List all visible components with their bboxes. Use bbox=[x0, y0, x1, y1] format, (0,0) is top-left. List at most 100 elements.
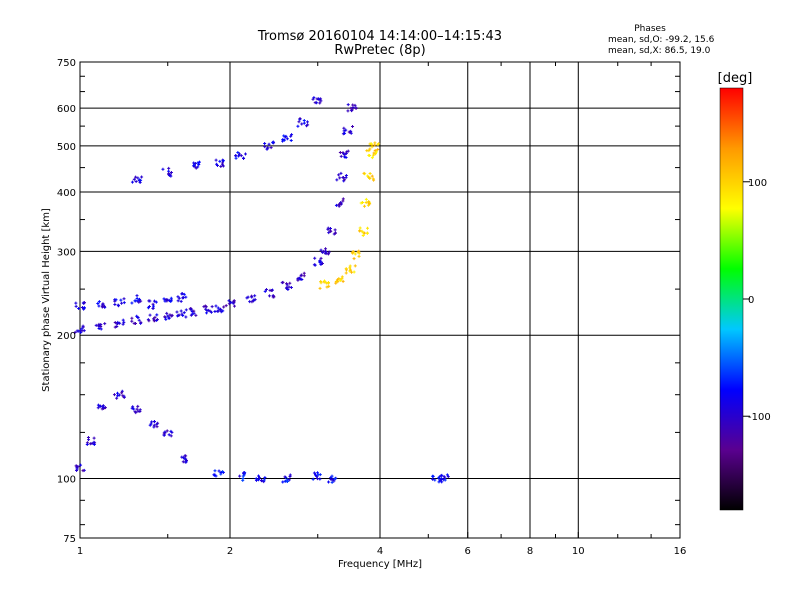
data-point bbox=[431, 477, 435, 481]
data-point bbox=[180, 292, 184, 296]
data-point bbox=[324, 247, 328, 251]
data-point bbox=[234, 154, 238, 158]
data-point bbox=[353, 264, 357, 268]
data-point bbox=[373, 149, 377, 153]
data-point bbox=[121, 322, 125, 326]
data-point bbox=[130, 316, 134, 320]
data-point bbox=[148, 313, 152, 317]
data-point bbox=[96, 406, 100, 410]
data-point bbox=[175, 314, 179, 318]
data-point bbox=[184, 457, 188, 461]
data-point bbox=[431, 474, 435, 478]
data-point bbox=[330, 474, 334, 478]
data-point bbox=[324, 250, 328, 254]
data-point bbox=[337, 173, 341, 177]
data-point bbox=[134, 411, 138, 415]
data-point bbox=[286, 288, 290, 292]
data-point bbox=[281, 137, 285, 141]
data-point bbox=[341, 199, 345, 203]
data-point bbox=[167, 433, 171, 437]
data-point bbox=[135, 407, 139, 411]
data-point bbox=[369, 142, 373, 146]
data-point bbox=[131, 405, 135, 409]
data-point bbox=[342, 155, 346, 159]
data-point bbox=[368, 172, 372, 176]
data-point bbox=[339, 171, 343, 175]
data-point bbox=[269, 146, 273, 150]
data-point bbox=[130, 180, 134, 184]
data-point bbox=[339, 154, 343, 158]
data-point bbox=[271, 295, 275, 299]
colorbar-tick-label: 0 bbox=[748, 295, 754, 306]
y-tick-label: 100 bbox=[57, 475, 76, 486]
data-point bbox=[136, 404, 140, 408]
data-point bbox=[122, 297, 126, 301]
data-point bbox=[76, 329, 80, 333]
data-point bbox=[74, 304, 78, 308]
data-points bbox=[73, 96, 450, 484]
data-point bbox=[318, 286, 322, 290]
data-point bbox=[285, 283, 289, 287]
data-point bbox=[263, 141, 267, 145]
data-point bbox=[366, 226, 370, 230]
colorbar bbox=[719, 87, 744, 511]
data-point bbox=[134, 175, 138, 179]
data-point bbox=[138, 178, 142, 182]
data-point bbox=[81, 469, 85, 473]
data-point bbox=[358, 229, 362, 233]
data-point bbox=[73, 330, 77, 334]
data-point bbox=[315, 97, 319, 101]
data-point bbox=[237, 154, 241, 158]
data-point bbox=[311, 477, 315, 481]
data-point bbox=[134, 321, 138, 325]
data-point bbox=[179, 309, 183, 313]
data-point bbox=[351, 124, 355, 128]
data-point bbox=[179, 299, 183, 303]
data-point bbox=[319, 248, 323, 252]
data-point bbox=[92, 436, 96, 440]
data-point bbox=[97, 300, 101, 304]
data-point bbox=[176, 295, 180, 299]
data-point bbox=[92, 440, 96, 444]
data-point bbox=[324, 281, 328, 285]
data-point bbox=[130, 319, 134, 323]
data-point bbox=[77, 307, 81, 311]
data-point bbox=[329, 229, 333, 233]
data-point bbox=[344, 176, 348, 180]
data-point bbox=[116, 394, 120, 398]
data-point bbox=[342, 126, 346, 130]
data-point bbox=[149, 422, 153, 426]
data-point bbox=[253, 298, 257, 302]
data-point bbox=[341, 279, 345, 283]
data-point bbox=[227, 302, 231, 306]
data-point bbox=[357, 254, 361, 258]
data-point bbox=[135, 297, 139, 301]
data-point bbox=[352, 270, 356, 274]
data-point bbox=[335, 178, 339, 182]
data-point bbox=[208, 309, 212, 313]
data-point bbox=[113, 302, 117, 306]
data-point bbox=[322, 279, 326, 283]
data-point bbox=[214, 158, 218, 162]
data-point bbox=[263, 476, 267, 480]
data-point bbox=[219, 164, 223, 168]
y-axis-ticks: 75 100 200 300 400 500 600 750 bbox=[57, 58, 680, 545]
data-point bbox=[161, 167, 165, 171]
data-point bbox=[156, 421, 160, 425]
data-point bbox=[349, 268, 353, 272]
data-point bbox=[316, 473, 320, 477]
data-point bbox=[121, 318, 125, 322]
data-point bbox=[165, 429, 169, 433]
data-point bbox=[154, 300, 158, 304]
data-point bbox=[192, 161, 196, 165]
data-point bbox=[134, 180, 138, 184]
data-point bbox=[135, 314, 139, 318]
data-point bbox=[180, 455, 184, 459]
y-tick-label: 400 bbox=[57, 188, 76, 199]
data-point bbox=[312, 96, 316, 100]
y-tick-label: 75 bbox=[63, 534, 76, 545]
data-point bbox=[182, 292, 186, 296]
data-point bbox=[343, 131, 347, 135]
data-point bbox=[281, 480, 285, 484]
data-point bbox=[258, 476, 262, 480]
